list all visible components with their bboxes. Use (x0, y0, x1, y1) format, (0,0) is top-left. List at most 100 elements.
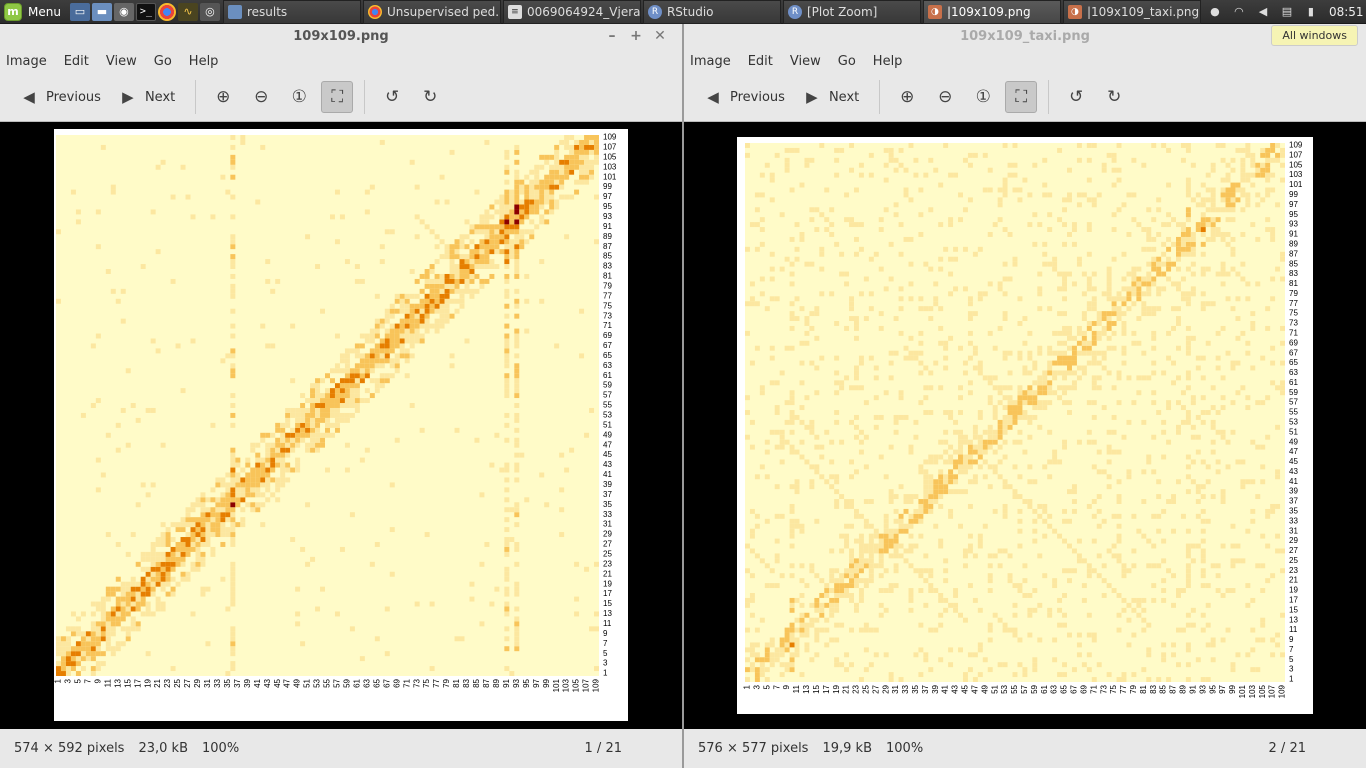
heatmap-cell (1185, 335, 1191, 341)
heatmap-cell (1166, 499, 1172, 504)
heatmap-cell (1185, 419, 1191, 425)
rotate-left-icon[interactable]: ↺ (1069, 87, 1084, 107)
heatmap-cell (334, 333, 340, 339)
titlebar[interactable]: 109x109.png – + ✕ (0, 24, 682, 49)
heatmap-cell (1067, 365, 1072, 371)
system-monitor-icon[interactable]: ∿ (177, 2, 198, 21)
heatmap-cell (334, 239, 340, 245)
menu-image[interactable]: Image (6, 53, 47, 69)
zoom-in-icon[interactable]: ⊕ (216, 87, 231, 107)
heatmap-cell (1007, 395, 1013, 401)
rotate-right-icon[interactable]: ↻ (423, 87, 438, 107)
heatmap-cell (1185, 489, 1191, 495)
x-tick-label: 69 (1080, 684, 1089, 693)
heatmap-cell (454, 427, 460, 433)
zoom-original-icon[interactable]: ① (975, 87, 991, 107)
terminal-icon[interactable]: >_ (135, 2, 156, 21)
sound-icon[interactable]: ◀ (1258, 5, 1268, 18)
task-109x109[interactable]: ◑ |109x109.png (922, 0, 1061, 24)
image-canvas[interactable]: 1 3 5 7 9 11 13 15 17 19 21 23 25 27 29 31 33 35 37 39 41 43 4… (0, 122, 682, 729)
heatmap-cell (1195, 222, 1201, 228)
maximize-icon[interactable]: + (630, 28, 642, 44)
battery-icon[interactable]: ▮ (1307, 5, 1314, 18)
heatmap-cell (120, 581, 126, 587)
zoom-in-icon[interactable]: ⊕ (900, 87, 915, 107)
close-icon[interactable]: ✕ (654, 28, 666, 44)
heatmap-cell (329, 368, 335, 374)
chrome-launcher-icon[interactable] (157, 2, 176, 21)
zoom-out-icon[interactable]: ⊖ (254, 87, 269, 107)
clipboard-icon[interactable]: ▤ (1281, 5, 1293, 18)
next-button[interactable]: ▶ Next (797, 78, 865, 116)
heatmap-cell (749, 642, 755, 648)
heatmap-cell (972, 474, 978, 480)
task-plot-zoom[interactable]: R [Plot Zoom] (782, 0, 921, 24)
heatmap-cell (1171, 528, 1177, 534)
heatmap-cell (987, 330, 993, 336)
previous-button[interactable]: ◀ Previous (14, 78, 107, 116)
menu-view[interactable]: View (105, 53, 137, 69)
heatmap-cell (1091, 400, 1097, 406)
menu-edit[interactable]: Edit (747, 53, 773, 69)
best-fit-icon[interactable]: ⛶ (1005, 81, 1038, 113)
heatmap-cell (514, 626, 520, 632)
heatmap-cell (484, 234, 490, 240)
x-tick-label: 23 (852, 684, 861, 693)
menu-image[interactable]: Image (690, 53, 731, 69)
heatmap-cell (967, 439, 973, 445)
menu-help[interactable]: Help (872, 53, 903, 69)
menu-edit[interactable]: Edit (63, 53, 89, 69)
heatmap-cell (404, 333, 410, 339)
heatmap-cell (1071, 227, 1077, 232)
heatmap-cell (1176, 286, 1181, 292)
heatmap-cell (1131, 276, 1137, 282)
menu-go[interactable]: Go (153, 53, 172, 69)
heatmap-cell (948, 469, 954, 475)
task-unsupervised[interactable]: Unsupervised ped... (362, 0, 501, 24)
task-109x109-taxi[interactable]: ◑ |109x109_taxi.png (1062, 0, 1201, 24)
task-rstudio[interactable]: R RStudio (642, 0, 781, 24)
zoom-out-icon[interactable]: ⊖ (938, 87, 953, 107)
all-windows-button[interactable]: All windows (1271, 25, 1358, 46)
heatmap-cell (779, 439, 785, 445)
next-button[interactable]: ▶ Next (113, 78, 181, 116)
heatmap-cell (554, 154, 560, 160)
screenshot-icon[interactable]: ◎ (199, 2, 220, 21)
heatmap-cell (1230, 306, 1236, 312)
best-fit-icon[interactable]: ⛶ (321, 81, 354, 113)
rotate-left-icon[interactable]: ↺ (385, 87, 400, 107)
previous-button[interactable]: ◀ Previous (698, 78, 791, 116)
heatmap-cell (594, 611, 599, 617)
heatmap-cell (908, 499, 914, 504)
image-canvas[interactable]: 1 3 5 7 9 11 13 15 17 19 21 23 25 27 29 31 33 35 37 39 41 43 4… (684, 122, 1366, 729)
heatmap-cell (75, 641, 81, 647)
heatmap-cell (569, 144, 575, 150)
heatmap-cell (804, 459, 810, 465)
heatmap-cell (1210, 217, 1216, 223)
wifi-icon[interactable]: ◠ (1234, 5, 1244, 18)
menu-go[interactable]: Go (837, 53, 856, 69)
heatmap-cell (749, 528, 755, 534)
rotate-right-icon[interactable]: ↻ (1107, 87, 1122, 107)
heatmap-cell (814, 311, 820, 317)
minimize-icon[interactable]: – (608, 28, 616, 44)
task-document[interactable]: ≡ 0069064924_Vjera... (502, 0, 641, 24)
show-desktop-icon[interactable]: ▭ (69, 2, 90, 21)
heatmap-cell (1096, 553, 1102, 559)
task-results[interactable]: results (222, 0, 361, 24)
menu-help[interactable]: Help (188, 53, 219, 69)
heatmap-cell (95, 244, 101, 250)
zoom-original-icon[interactable]: ① (291, 87, 307, 107)
menu-view[interactable]: View (789, 53, 821, 69)
camera-icon[interactable]: ◉ (113, 2, 134, 21)
start-menu-button[interactable]: m Menu (0, 0, 67, 24)
file-manager-icon[interactable]: ▬ (91, 2, 112, 21)
heatmap-cell (1027, 612, 1033, 618)
heatmap-cell (230, 412, 236, 418)
titlebar[interactable]: 109x109_taxi.png All windows (684, 24, 1366, 49)
heatmap-cell (534, 184, 540, 190)
clock[interactable]: 08:51 (1328, 4, 1364, 19)
heatmap-cell (469, 259, 475, 265)
user-icon[interactable]: ● (1210, 5, 1220, 18)
heatmap-cell (814, 607, 820, 613)
